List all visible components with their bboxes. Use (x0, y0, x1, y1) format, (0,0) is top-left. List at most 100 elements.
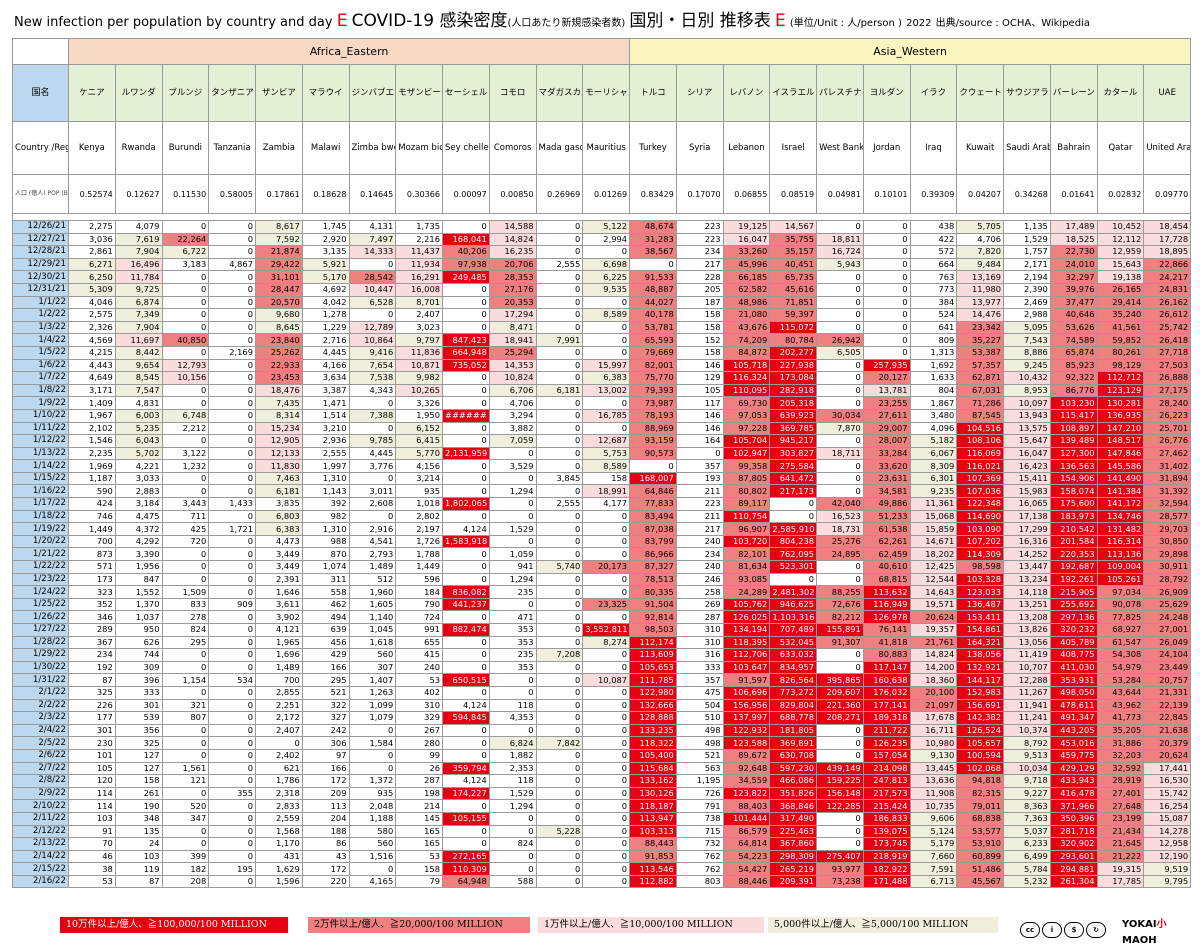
value-cell: 31,392 (1143, 484, 1192, 499)
value-cell: 247,813 (862, 774, 911, 788)
value-cell: 0 (442, 736, 490, 750)
date-cell: 2/4/22 (12, 723, 69, 738)
spacer-cell (11, 213, 1192, 221)
value-cell: 22,730 (1049, 245, 1098, 259)
value-cell: 20,570 (255, 295, 303, 310)
value-cell: 0 (816, 308, 864, 322)
value-cell: 136,935 (1096, 408, 1145, 423)
table-row: 1/19/22 1,449 4,372 425 1,721 6,383 1,310 2,916… (12, 522, 1192, 536)
value-cell: 12,789 (348, 320, 397, 335)
value-cell: 320,232 (1049, 623, 1098, 637)
value-cell: 6,383 (255, 522, 303, 536)
value-cell: 2,048 (348, 799, 397, 813)
value-cell: 0 (255, 736, 303, 750)
value-cell: 0 (816, 396, 864, 410)
value-cell: 11,908 (909, 786, 958, 801)
value-cell: 3,033 (114, 471, 163, 486)
value-cell: 87,327 (629, 560, 677, 574)
value-cell: 17,138 (1003, 509, 1051, 524)
value-cell: 2,469 (1003, 295, 1051, 310)
date-cell: 1/8/22 (12, 383, 69, 398)
brand-b: 小 (1156, 919, 1167, 930)
value-cell: 630,708 (769, 748, 818, 763)
value-cell: 110,309 (442, 862, 490, 876)
value-cell: 429 (301, 648, 350, 662)
value-cell: 4,165 (348, 874, 397, 889)
value-cell: 20,100 (909, 685, 958, 700)
title-unit: (単位/Unit : 人/person ) (789, 18, 902, 29)
value-cell: 123,588 (722, 736, 771, 750)
value-cell: 100,594 (956, 748, 1005, 763)
value-cell: 4,353 (488, 711, 537, 725)
value-cell: 803 (675, 874, 724, 889)
value-cell: 13,977 (956, 295, 1005, 310)
value-cell: 40,850 (161, 333, 210, 347)
value-cell: 90,078 (1096, 597, 1145, 612)
value-cell: 0 (535, 585, 584, 599)
table-row: 1/29/22 234 744 0 0 1,696 429 560 415 0 235 7,208 0 1… (12, 648, 1192, 662)
value-cell: 3,214 (395, 471, 443, 486)
value-cell: 738 (675, 811, 724, 826)
value-cell: 246 (675, 572, 724, 587)
value-cell: 10,034 (1003, 761, 1051, 776)
date-cell: 1/25/22 (12, 597, 69, 612)
value-cell: 11,830 (255, 459, 303, 473)
value-cell: 142,382 (956, 711, 1005, 725)
value-cell: 1,232 (161, 459, 210, 473)
value-cell: 571 (68, 560, 116, 574)
value-cell: 139,075 (862, 824, 911, 839)
value-cell: 11,241 (1003, 711, 1051, 725)
value-cell: 93,159 (629, 434, 677, 448)
value-cell: 8,617 (255, 220, 303, 234)
value-cell: 0 (208, 748, 256, 763)
value-cell: 0 (208, 736, 256, 750)
value-cell: 13,002 (582, 383, 631, 398)
value-cell: 351,826 (769, 786, 818, 801)
table-row: 1/27/22 289 950 824 0 4,121 639 1,045 991 882,474… (12, 623, 1192, 637)
title-main: COVID-19 感染密度 (351, 11, 508, 31)
value-cell: 0 (161, 648, 210, 662)
value-cell: 0 (535, 295, 584, 310)
value-cell: 223 (675, 497, 724, 511)
value-cell: 520 (161, 799, 210, 813)
value-cell: 89,672 (722, 748, 771, 763)
value-cell: 21,638 (1143, 723, 1192, 738)
value-cell: 53,577 (956, 824, 1005, 839)
value-cell: 0 (582, 547, 631, 562)
value-cell: 80,802 (722, 484, 771, 499)
value-cell: 1,103,316 (769, 610, 818, 624)
value-cell: 0 (535, 484, 584, 499)
value-cell: 17,728 (1143, 232, 1192, 247)
value-cell: 0 (208, 811, 256, 826)
value-cell: 6,824 (488, 736, 537, 750)
value-cell: 97,228 (722, 421, 771, 436)
value-cell: 572 (909, 245, 958, 259)
value-cell: 0 (582, 585, 631, 599)
value-cell: 1,370 (114, 597, 163, 612)
value-cell: 935 (395, 484, 443, 499)
value-cell: 129 (675, 371, 724, 385)
population-cell: 0.01269 (582, 174, 631, 214)
value-cell: 111,785 (629, 673, 677, 687)
value-cell: 53,626 (1049, 320, 1098, 335)
value-cell: 478,611 (1049, 698, 1098, 713)
value-cell: 0 (862, 333, 911, 347)
value-cell: 4,706 (956, 232, 1005, 247)
value-cell: 18,941 (488, 333, 537, 347)
table-row: 2/6/22 101 127 0 0 2,402 97 0 99 0 1,882 0 0 105,400 5… (12, 748, 1192, 763)
value-cell: 0 (348, 862, 397, 876)
value-cell: 107,369 (956, 471, 1005, 486)
value-cell: 13,056 (1003, 635, 1051, 650)
value-cell: 134,746 (1096, 509, 1145, 524)
value-cell: 0 (442, 383, 490, 398)
value-cell: 13,636 (909, 774, 958, 788)
value-cell: 494 (301, 610, 350, 624)
value-cell: 8,645 (255, 320, 303, 335)
value-cell: 0 (582, 874, 631, 889)
value-cell: 6,067 (909, 446, 958, 461)
value-cell: 87,038 (629, 522, 677, 536)
value-cell: 23,325 (582, 597, 631, 612)
population-cell: 0.34268 (1003, 174, 1051, 214)
value-cell: 1,584 (348, 736, 397, 750)
value-cell: 98,598 (956, 560, 1005, 574)
